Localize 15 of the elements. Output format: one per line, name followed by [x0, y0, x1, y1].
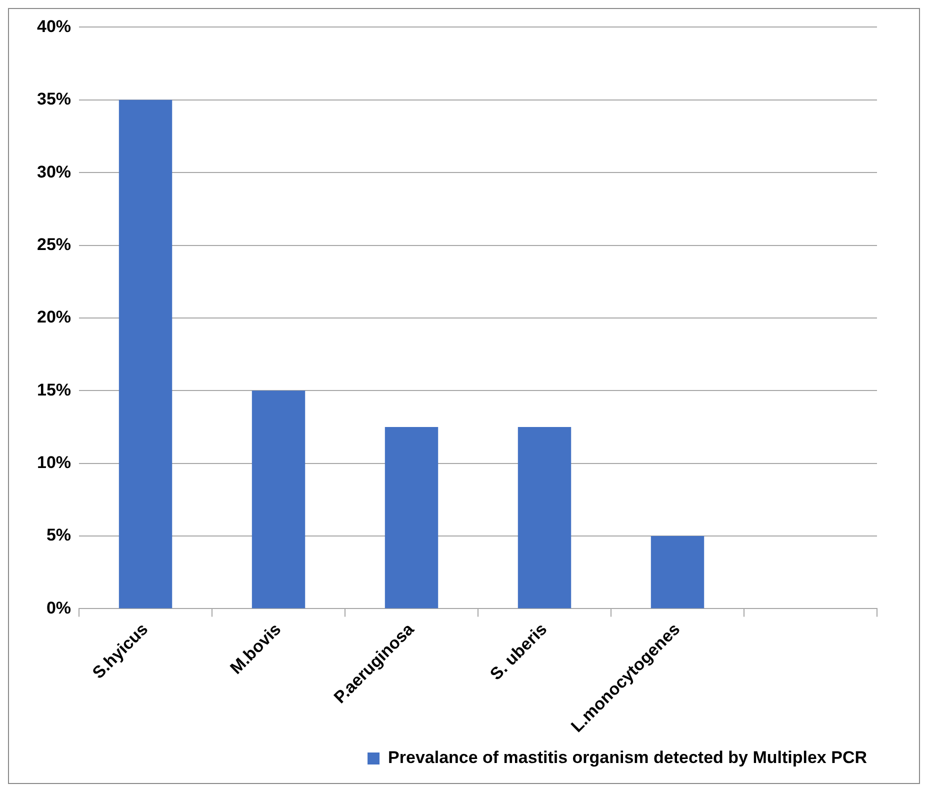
bar — [384, 426, 438, 608]
y-tick-label: 15% — [36, 380, 72, 400]
bar — [252, 390, 306, 608]
y-tick-label: 30% — [36, 162, 72, 182]
bar — [518, 426, 572, 608]
y-tick-label: 25% — [36, 234, 72, 254]
y-tick-label: 0% — [46, 598, 72, 618]
y-tick-label: 20% — [36, 308, 72, 327]
y-tick-label: 35% — [36, 90, 72, 109]
bar — [650, 536, 704, 608]
bar — [118, 100, 172, 608]
y-tick-label: 5% — [46, 526, 72, 545]
legend-label: Prevalance of mastitis organism detected by Multiplex PCR — [388, 748, 868, 768]
y-tick-label: 40% — [36, 16, 72, 36]
y-tick-label: 10% — [36, 453, 72, 472]
